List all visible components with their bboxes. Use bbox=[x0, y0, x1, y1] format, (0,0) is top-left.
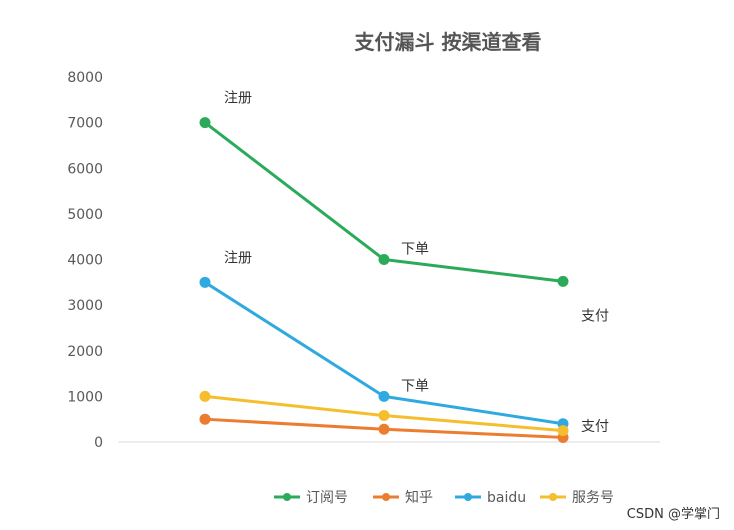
y-tick-label: 8000 bbox=[67, 70, 103, 86]
watermark: CSDN @学掌门 bbox=[626, 507, 720, 522]
series-baidu bbox=[199, 276, 569, 430]
annotation-label: 注册 bbox=[224, 91, 252, 107]
y-tick-label: 7000 bbox=[67, 116, 103, 132]
data-point bbox=[378, 390, 390, 402]
legend-marker bbox=[382, 493, 390, 501]
y-tick-label: 0 bbox=[94, 435, 103, 451]
legend-marker bbox=[549, 493, 557, 501]
data-point bbox=[199, 276, 211, 288]
y-tick-label: 5000 bbox=[67, 207, 103, 223]
data-point bbox=[378, 410, 390, 422]
annotation-label: 下单 bbox=[401, 242, 429, 258]
legend-item: 订阅号 bbox=[274, 490, 348, 506]
data-point bbox=[557, 275, 569, 287]
annotation-label: 支付 bbox=[581, 419, 609, 435]
data-point bbox=[378, 254, 390, 265]
annotation-label: 支付 bbox=[581, 308, 609, 324]
y-tick-label: 6000 bbox=[67, 161, 103, 177]
data-point bbox=[199, 390, 211, 402]
legend-item: baidu bbox=[455, 490, 526, 506]
legend-label: 知乎 bbox=[405, 489, 433, 506]
annotation-label: 注册 bbox=[224, 250, 252, 266]
legend: 订阅号 知乎 baidu 服务号 bbox=[274, 489, 614, 506]
data-point bbox=[557, 425, 569, 437]
series-服务号 bbox=[199, 390, 569, 437]
y-tick-label: 3000 bbox=[67, 298, 103, 314]
chart-title: 支付漏斗 按渠道查看 bbox=[355, 30, 542, 54]
y-tick-label: 4000 bbox=[67, 253, 103, 269]
y-axis: 0 1000 2000 3000 4000 5000 6000 7000 8000 bbox=[67, 70, 660, 451]
legend-label: baidu bbox=[487, 490, 526, 506]
y-tick-label: 1000 bbox=[67, 389, 103, 405]
legend-marker bbox=[464, 493, 472, 501]
annotation-label: 下单 bbox=[401, 378, 429, 394]
y-tick-label: 2000 bbox=[67, 344, 103, 360]
data-point bbox=[199, 117, 211, 129]
legend-item: 知乎 bbox=[373, 489, 433, 506]
data-point bbox=[378, 423, 390, 435]
data-point bbox=[199, 413, 211, 425]
legend-item: 服务号 bbox=[540, 490, 614, 506]
legend-label: 订阅号 bbox=[306, 490, 348, 506]
series-订阅号 bbox=[199, 117, 569, 287]
plot-area bbox=[199, 117, 569, 443]
series-知乎 bbox=[199, 413, 569, 443]
legend-marker bbox=[283, 493, 291, 501]
legend-label: 服务号 bbox=[572, 490, 614, 506]
